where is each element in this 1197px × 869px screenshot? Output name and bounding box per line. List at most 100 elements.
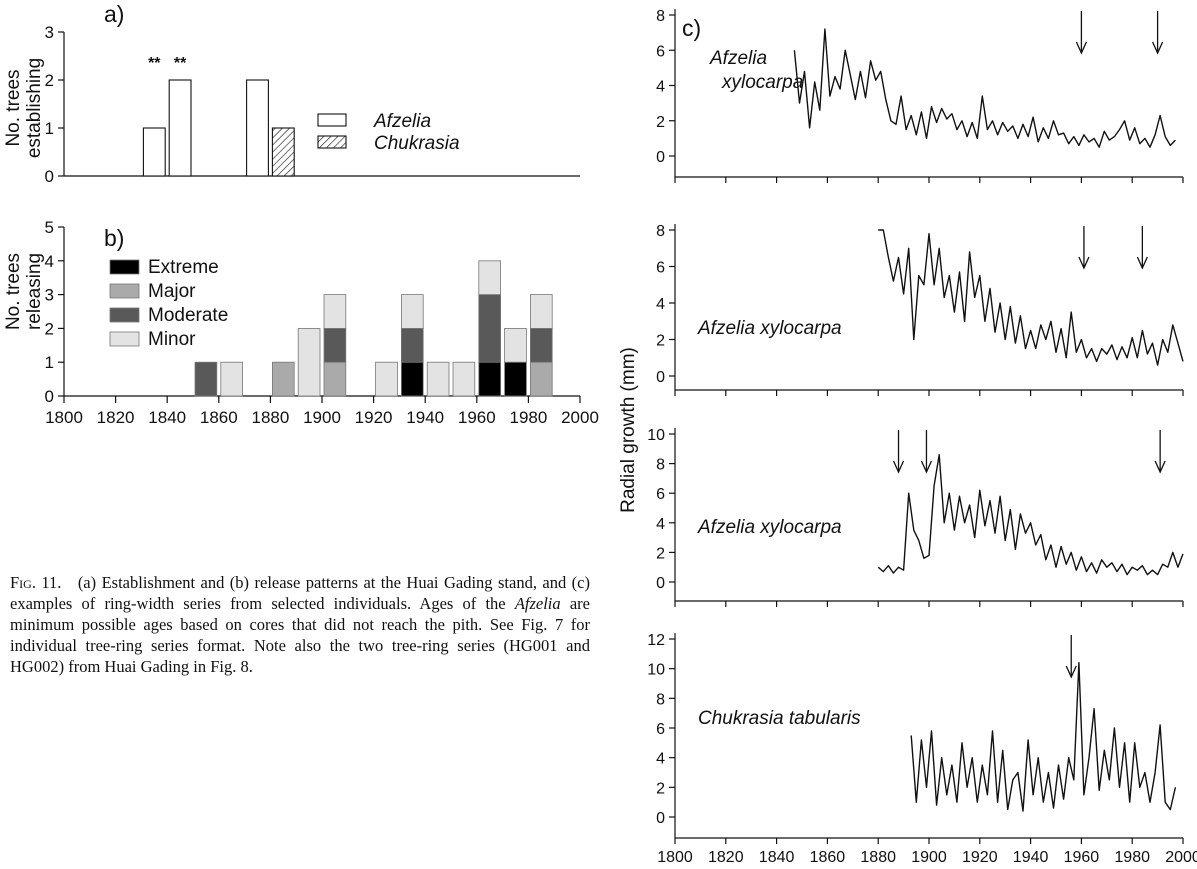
- bar-major-1880: [271, 361, 295, 397]
- x-tick-label: 1940: [1013, 849, 1049, 866]
- bar-major-1900: [323, 361, 347, 397]
- x-tick-label: 1820: [97, 408, 135, 427]
- caption-text-1: (a) Establishment and (b) release patter…: [10, 573, 590, 613]
- bar-chukrasia-1880: [271, 127, 295, 177]
- y-tick-label: 4: [656, 751, 665, 768]
- y-tick-label: 0: [656, 149, 665, 166]
- significance-marker: **: [148, 55, 161, 72]
- panel-b-release-chart: 0 1 2 3 4 5 1800 1820 1840 1860 1880 1900 1920 1940 19…: [3, 218, 599, 427]
- y-tick-label: 10: [647, 662, 665, 679]
- legend-swatch-moderate: [109, 307, 140, 323]
- legend-swatch-major: [109, 283, 140, 299]
- legend-label-minor: Minor: [148, 329, 196, 350]
- bar-minor-1940: [426, 361, 450, 397]
- series-line-1: [793, 28, 1176, 148]
- x-tick-label: 2000: [561, 408, 599, 427]
- y-tick-label: 5: [45, 218, 54, 237]
- x-tick-label: 1940: [406, 408, 444, 427]
- x-tick-label: 1900: [911, 849, 947, 866]
- y-tick-label: 2: [656, 780, 665, 797]
- y-tick-label: 6: [656, 43, 665, 60]
- series-label-3: Afzelia xylocarpa: [697, 517, 842, 538]
- series-line-4: [910, 662, 1177, 812]
- y-tick-label: 4: [656, 79, 665, 96]
- x-tick-label: 1880: [251, 408, 289, 427]
- x-tick-label: 1960: [1064, 849, 1100, 866]
- bar-minor-1890: [297, 327, 321, 397]
- bar-minor-1900: [323, 294, 347, 329]
- y-tick-label: 6: [656, 721, 665, 738]
- y-tick-label: 8: [656, 223, 665, 240]
- y-tick-label: 0: [45, 167, 54, 186]
- y-tick-label: 1: [45, 353, 54, 372]
- legend-swatch-minor: [109, 331, 140, 347]
- x-tick-label: 2000: [1165, 849, 1197, 866]
- x-tick-label: 1860: [200, 408, 238, 427]
- bar-minor-1860: [220, 361, 244, 397]
- panel-label-b: b): [104, 225, 124, 251]
- release-arrow-head: [1136, 256, 1148, 270]
- y-tick-label: 2: [45, 319, 54, 338]
- release-arrow-head: [920, 460, 933, 474]
- y-tick-label: 12: [647, 632, 665, 649]
- y-tick-label: 0: [45, 387, 54, 406]
- bar-extreme-1970: [504, 361, 527, 397]
- y-axis-label: No. treesreleasing: [3, 253, 45, 330]
- series-label-1: Afzelia xylocarpa: [709, 48, 803, 93]
- y-tick-label: 4: [656, 296, 665, 313]
- bar-moderate-1960: [478, 294, 501, 363]
- series-label-line1: Afzelia: [709, 48, 767, 69]
- bar-afzelia-1870: [246, 79, 269, 177]
- legend-label-chukrasia: Chukrasia: [374, 133, 460, 154]
- series-line-3: [877, 454, 1184, 576]
- x-tick-label: 1920: [962, 849, 998, 866]
- legend-swatch-chukrasia: [317, 135, 347, 149]
- legend-label-moderate: Moderate: [148, 305, 228, 326]
- panel-c-ring-width-series: 0 2 4 6 8 Afzelia xylocarpa 0 2 4 6 8 Afzelia xyloca…: [618, 8, 1197, 866]
- subpanel-3: 0 2 4 6 8 10 Afzelia xylocarpa: [647, 427, 1184, 607]
- caption-label: Fig. 11.: [10, 573, 62, 592]
- x-tick-label: 1960: [458, 408, 496, 427]
- y-tick-label: 2: [656, 114, 665, 131]
- legend-swatch-extreme: [109, 259, 140, 275]
- x-tick-label: 1980: [509, 408, 547, 427]
- release-arrow-head: [892, 460, 905, 474]
- y-tick-label: 2: [45, 71, 54, 90]
- caption-text-2: are minimum possible ages based on cores…: [10, 594, 590, 676]
- y-axis-label-line1: No. trees: [3, 69, 24, 146]
- bar-extreme-1930: [400, 361, 424, 397]
- series-line-2: [878, 229, 1184, 366]
- release-arrow-head: [1078, 256, 1090, 270]
- y-tick-label: 3: [45, 23, 54, 42]
- y-axis-label-line2: establishing: [24, 58, 45, 158]
- bar-minor-1950: [452, 361, 476, 397]
- x-tick-label: 1900: [303, 408, 341, 427]
- release-arrow-head: [1154, 460, 1166, 474]
- bar-afzelia-1830: [142, 127, 166, 177]
- y-axis-label-line2: releasing: [24, 253, 45, 330]
- x-tick-label: 1840: [759, 849, 795, 866]
- x-tick-label: 1820: [708, 849, 744, 866]
- panel-label-c: c): [682, 15, 701, 41]
- x-tick-label: 1840: [148, 408, 186, 427]
- y-tick-label: 6: [656, 486, 665, 503]
- y-tick-label: 6: [656, 260, 665, 277]
- bar-minor-1920: [375, 361, 398, 397]
- x-tick-label: 1800: [657, 849, 693, 866]
- x-tick-label: 1860: [810, 849, 846, 866]
- bar-minor-1980: [530, 294, 553, 329]
- bar-minor-1960: [478, 260, 501, 295]
- y-tick-label: 0: [656, 369, 665, 386]
- y-tick-label: 4: [656, 516, 665, 533]
- y-axis-label: Radial growth (mm): [618, 347, 639, 513]
- y-tick-label: 3: [45, 286, 54, 305]
- caption-italic-term: Afzelia: [514, 594, 561, 613]
- y-tick-label: 10: [647, 427, 665, 444]
- release-arrow-head: [1152, 41, 1164, 55]
- y-tick-label: 4: [45, 252, 54, 271]
- series-label-line2: xylocarpa: [721, 72, 803, 93]
- panel-label-a: a): [104, 1, 124, 27]
- subpanel-4: 0 2 4 6 8 10 12 Chukrasia tabularis: [647, 632, 1184, 844]
